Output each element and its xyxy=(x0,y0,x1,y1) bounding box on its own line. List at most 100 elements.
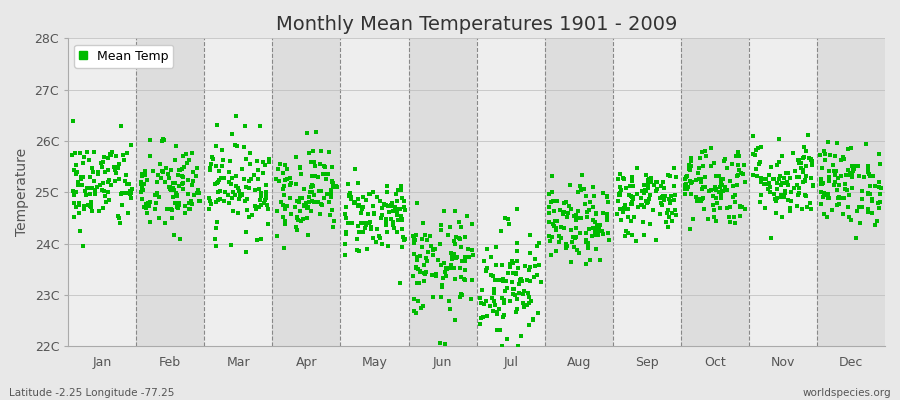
Point xyxy=(297,202,311,208)
Point xyxy=(834,157,849,163)
Point xyxy=(801,131,815,138)
Point xyxy=(514,332,528,339)
Point xyxy=(458,234,473,240)
Point xyxy=(637,232,652,238)
Point xyxy=(683,226,698,232)
Point xyxy=(88,190,103,197)
Point xyxy=(280,176,294,182)
Point xyxy=(320,171,335,177)
Point xyxy=(439,265,454,272)
Point xyxy=(303,158,318,165)
Point xyxy=(203,198,218,204)
Point xyxy=(775,214,789,220)
Point xyxy=(427,252,441,258)
Point xyxy=(391,228,405,235)
Point xyxy=(488,277,502,283)
Point xyxy=(680,186,694,192)
Point xyxy=(860,207,875,214)
Point xyxy=(367,211,382,217)
Point xyxy=(550,218,564,224)
Point xyxy=(320,190,335,197)
Point xyxy=(293,208,308,214)
Point xyxy=(625,200,639,207)
Point xyxy=(307,198,321,205)
Point xyxy=(530,272,544,279)
Point xyxy=(170,191,184,198)
Point xyxy=(794,165,808,171)
Point xyxy=(426,247,440,254)
Point xyxy=(261,205,275,212)
Point xyxy=(736,162,751,168)
Point xyxy=(566,213,580,219)
Point xyxy=(542,210,556,216)
Point xyxy=(443,306,457,312)
Point xyxy=(638,172,652,179)
Point xyxy=(574,172,589,178)
Point xyxy=(489,262,503,268)
Point xyxy=(436,275,450,281)
Point xyxy=(176,174,190,180)
Point xyxy=(176,173,190,179)
Point xyxy=(338,210,353,217)
Point xyxy=(210,219,224,225)
Point xyxy=(845,185,859,192)
Point xyxy=(72,199,86,206)
Point xyxy=(380,229,394,235)
Point xyxy=(790,156,805,163)
Point xyxy=(234,191,248,197)
Point xyxy=(626,183,641,190)
Point xyxy=(135,173,149,179)
Point xyxy=(818,150,832,157)
Point xyxy=(356,204,371,210)
Point xyxy=(547,218,562,224)
Point xyxy=(681,166,696,172)
Point xyxy=(752,159,767,165)
Point xyxy=(352,201,366,208)
Point xyxy=(547,208,562,214)
Point xyxy=(190,190,204,196)
Point xyxy=(527,256,542,262)
Point xyxy=(708,217,723,224)
Point xyxy=(696,163,710,170)
Point xyxy=(69,162,84,168)
Point xyxy=(847,162,861,169)
Point xyxy=(643,220,657,227)
Point xyxy=(163,184,177,190)
Point xyxy=(707,214,722,220)
Point xyxy=(237,176,251,183)
Point xyxy=(299,200,313,206)
Point xyxy=(101,188,115,195)
Point xyxy=(658,218,672,225)
Point xyxy=(599,216,614,223)
Point xyxy=(704,186,718,193)
Point xyxy=(355,206,369,212)
Point xyxy=(636,188,651,194)
Point xyxy=(462,254,476,261)
Point xyxy=(564,259,579,265)
Point xyxy=(314,148,328,154)
Point xyxy=(561,209,575,216)
Point xyxy=(139,168,153,174)
Point xyxy=(622,192,636,199)
Point xyxy=(728,191,742,198)
Point xyxy=(490,308,504,315)
Point xyxy=(307,159,321,166)
Point xyxy=(360,245,374,252)
Point xyxy=(520,290,535,296)
Point xyxy=(502,264,517,270)
Point xyxy=(792,190,806,196)
Point xyxy=(640,185,654,191)
Point xyxy=(828,153,842,159)
Point xyxy=(596,210,610,216)
Point xyxy=(101,179,115,186)
Point xyxy=(568,234,582,241)
Point xyxy=(253,197,267,203)
Point xyxy=(653,194,668,201)
Point xyxy=(445,250,459,257)
Point xyxy=(452,218,466,225)
Point xyxy=(861,171,876,177)
Point xyxy=(394,183,409,190)
Point xyxy=(275,170,290,176)
Point xyxy=(354,220,368,226)
Point xyxy=(382,209,396,215)
